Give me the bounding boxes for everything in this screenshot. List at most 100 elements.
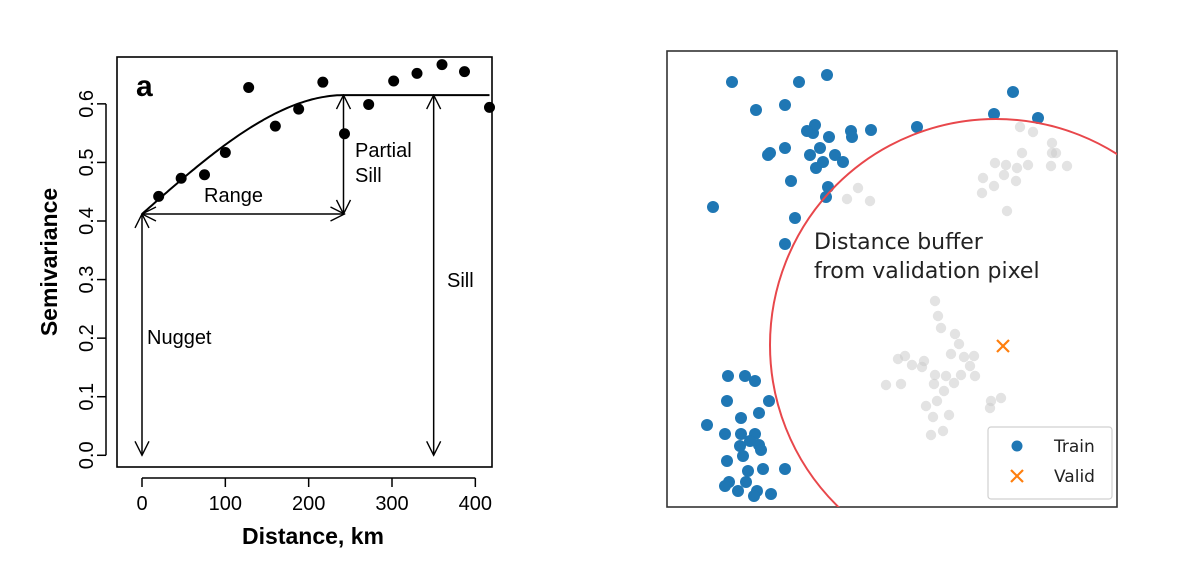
train-point — [762, 149, 774, 161]
semivariance-point — [293, 103, 305, 115]
train-point — [753, 407, 765, 419]
train-point — [785, 175, 797, 187]
y-tick-label: 0.0 — [76, 441, 98, 469]
semivariance-point — [243, 81, 255, 93]
partial-sill-label-line1: Partial — [355, 140, 412, 162]
train-point — [722, 370, 734, 382]
buffer-scatter-chart: Distance buffer from validation pixel Tr… — [666, 50, 1118, 508]
excluded-point — [880, 379, 892, 391]
y-axis-label: Semivariance — [36, 188, 62, 336]
empirical-points — [153, 59, 495, 202]
semivariance-point — [411, 67, 423, 79]
excluded-point — [977, 172, 989, 184]
legend-train-marker — [1011, 440, 1023, 452]
train-point — [810, 162, 822, 174]
train-point — [737, 450, 749, 462]
excluded-point — [1045, 160, 1057, 172]
excluded-point — [948, 377, 960, 389]
train-point — [757, 463, 769, 475]
y-tick-label: 0.4 — [76, 207, 98, 235]
excluded-point — [998, 169, 1010, 181]
train-point — [911, 121, 923, 133]
train-point — [865, 124, 877, 136]
excluded-point — [929, 295, 941, 307]
partial-sill-label-line2: Sill — [355, 165, 382, 187]
excluded-point — [1046, 137, 1058, 149]
train-point — [740, 476, 752, 488]
train-point — [779, 99, 791, 111]
train-point — [779, 238, 791, 250]
semivariance-point — [388, 75, 400, 87]
train-point — [707, 201, 719, 213]
train-point — [779, 142, 791, 154]
y-tick-label: 0.1 — [76, 383, 98, 411]
semivariance-point — [199, 169, 210, 181]
train-point — [763, 395, 775, 407]
train-point — [721, 395, 733, 407]
train-point — [749, 375, 761, 387]
excluded-point — [864, 195, 876, 207]
x-tick-label: 400 — [459, 493, 492, 515]
semivariance-point — [363, 98, 375, 110]
panel-label: a — [136, 70, 153, 103]
train-point — [837, 156, 849, 168]
train-point — [744, 435, 756, 447]
variogram-annotations: Range Partial Sill Sill Nugget — [142, 95, 474, 455]
train-point — [1007, 86, 1019, 98]
excluded-point — [995, 392, 1007, 404]
buffer-annotation-line1: Distance buffer — [814, 230, 984, 255]
x-axis-label: Distance, km — [242, 523, 384, 549]
valid-points — [996, 339, 1010, 353]
excluded-point — [1014, 121, 1026, 133]
y-tick-label: 0.6 — [76, 90, 98, 118]
train-point — [732, 485, 744, 497]
excluded-point — [920, 400, 932, 412]
excluded-point — [976, 187, 988, 199]
train-point — [765, 488, 777, 500]
semivariance-point — [339, 128, 350, 140]
excluded-point — [949, 328, 961, 340]
train-point — [793, 76, 805, 88]
train-point — [829, 149, 841, 161]
train-point — [755, 444, 767, 456]
excluded-point — [927, 411, 939, 423]
y-tick-label: 0.5 — [76, 149, 98, 177]
excluded-point — [895, 378, 907, 390]
excluded-point — [935, 322, 947, 334]
excluded-point — [969, 370, 981, 382]
train-point — [779, 463, 791, 475]
train-point — [726, 76, 738, 88]
excluded-point — [938, 385, 950, 397]
y-tick-label: 0.3 — [76, 266, 98, 294]
train-point — [734, 440, 746, 452]
valid-point — [996, 339, 1010, 353]
excluded-point — [928, 378, 940, 390]
train-point — [789, 212, 801, 224]
excluded-point — [968, 350, 980, 362]
excluded-point — [1027, 126, 1039, 138]
excluded-point — [958, 351, 970, 363]
semivariance-point — [436, 59, 448, 71]
excluded-point — [955, 369, 967, 381]
excluded-point — [937, 425, 949, 437]
semivariance-point — [175, 172, 187, 184]
train-point — [735, 428, 747, 440]
semivariance-point — [484, 101, 495, 113]
excluded-point — [841, 193, 853, 205]
x-tick-label: 100 — [209, 493, 242, 515]
variogram-chart: a 0 100 200 300 400 0.0 0.1 0.2 0.3 0.4 0.5 0.6 Ra… — [36, 56, 495, 549]
excluded-point — [931, 395, 943, 407]
excluded-point — [984, 402, 996, 414]
excluded-point — [1000, 159, 1012, 171]
semivariance-point — [269, 120, 281, 132]
buffer-annotation-line2: from validation pixel — [814, 259, 1040, 284]
sill-label: Sill — [447, 270, 474, 292]
train-point — [735, 412, 747, 424]
x-tick-label: 300 — [375, 493, 408, 515]
excluded-point — [1022, 159, 1034, 171]
y-tick-label: 0.2 — [76, 324, 98, 352]
train-point — [846, 131, 858, 143]
train-point — [719, 428, 731, 440]
excluded-point — [943, 409, 955, 421]
train-point — [750, 104, 762, 116]
